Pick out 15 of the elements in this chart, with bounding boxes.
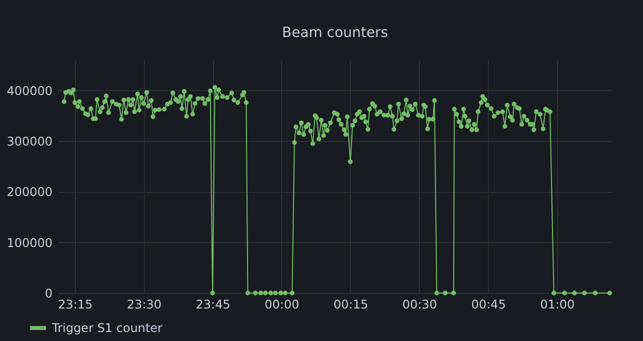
x-tick-label: 23:15 <box>58 298 93 312</box>
chart-title: Beam counters <box>282 25 388 41</box>
y-tick-label: 300000 <box>6 134 52 149</box>
x-tick-label: 01:00 <box>540 298 575 312</box>
legend-label: Trigger S1 counter <box>51 321 163 335</box>
y-tick-label: 100000 <box>6 236 52 250</box>
x-tick-label: 00:15 <box>334 298 368 312</box>
y-tick-label: 400000 <box>6 84 52 98</box>
y-tick-label: 0 <box>44 286 52 300</box>
x-tick-label: 23:30 <box>126 298 162 312</box>
y-tick-label: 200000 <box>6 185 52 200</box>
x-tick-label: 00:30 <box>402 298 437 312</box>
x-tick-label: 23:45 <box>196 298 230 312</box>
x-tick-label: 00:00 <box>264 298 300 312</box>
x-tick-label: 00:45 <box>471 298 506 312</box>
